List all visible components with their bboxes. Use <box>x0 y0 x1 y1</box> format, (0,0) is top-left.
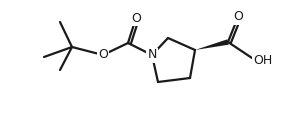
Text: OH: OH <box>253 54 273 66</box>
Text: O: O <box>98 49 108 61</box>
Text: O: O <box>233 10 243 24</box>
Polygon shape <box>195 39 229 50</box>
Text: O: O <box>131 11 141 25</box>
Text: N: N <box>147 49 157 61</box>
